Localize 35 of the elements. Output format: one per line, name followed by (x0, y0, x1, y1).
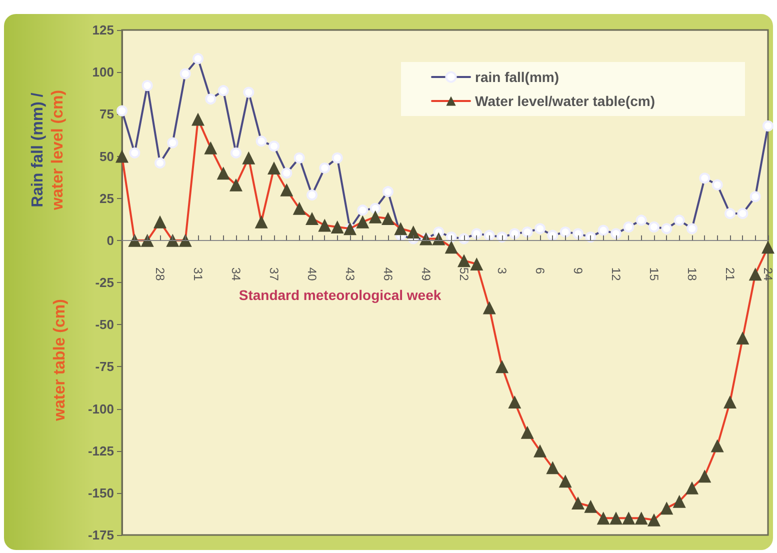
legend-label: Water level/water table(cm) (475, 93, 656, 109)
x-tick-label: 28 (153, 267, 167, 282)
x-tick-label: 21 (723, 267, 737, 282)
x-tick-label: 3 (495, 267, 509, 274)
text: water table (cm) (52, 299, 68, 422)
y-tick-label: -150 (88, 485, 114, 500)
y-tick-label: 0 (106, 232, 114, 248)
y-tick-label: 25 (100, 190, 114, 206)
y-tick-label: -25 (95, 275, 114, 290)
x-tick-label: 6 (533, 267, 547, 274)
x-tick-label: 52 (457, 267, 471, 282)
y-tick-label: -50 (95, 317, 114, 332)
y-tick-label: -75 (95, 359, 114, 374)
y-tick-label: -125 (88, 443, 114, 458)
x-tick-label: 24 (761, 267, 775, 282)
x-tick-label: 34 (229, 267, 243, 282)
y-tick-label: 50 (100, 148, 114, 164)
x-tick-label: 37 (267, 267, 281, 282)
x-tick-label: 49 (419, 267, 433, 282)
y-axis-title: Rain fall (mm) / water level (cm) (30, 90, 66, 212)
y-tick-label: 100 (92, 64, 114, 80)
x-tick-label: 46 (381, 267, 395, 282)
x-tick-label: 40 (305, 267, 319, 282)
x-tick-label: 15 (647, 267, 661, 282)
y-tick-label: 125 (92, 22, 114, 38)
x-tick-label: 43 (343, 267, 357, 282)
x-tick-label: 18 (685, 267, 699, 282)
x-axis-title: Standard meteorological week (238, 287, 442, 303)
x-tick-label: 31 (191, 267, 205, 282)
y-tick-label: -100 (88, 401, 114, 416)
legend-label: rain fall(mm) (475, 69, 560, 85)
y-tick-label: 75 (100, 106, 114, 122)
x-tick-label: 12 (609, 267, 623, 282)
y-tick-label: -175 (88, 528, 114, 542)
x-tick-label: 9 (571, 267, 585, 274)
